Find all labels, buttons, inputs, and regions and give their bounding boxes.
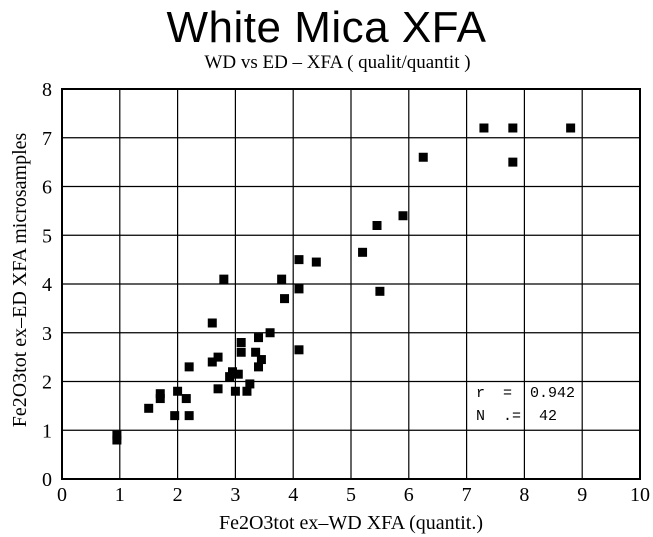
x-tick-label: 4 bbox=[288, 484, 298, 506]
data-point bbox=[508, 157, 518, 167]
data-point bbox=[294, 345, 304, 355]
y-tick-label: 0 bbox=[42, 469, 52, 491]
data-point bbox=[207, 357, 217, 367]
chart-subtitle: WD vs ED – XFA ( qualit/quantit ) bbox=[204, 52, 471, 73]
count-annotation: N .= 42 bbox=[476, 408, 557, 425]
x-tick-label: 9 bbox=[577, 484, 587, 506]
data-point bbox=[398, 211, 408, 221]
data-points bbox=[112, 123, 576, 445]
data-point bbox=[236, 338, 246, 347]
data-point bbox=[155, 389, 165, 399]
x-tick-label: 7 bbox=[462, 484, 472, 506]
x-tick-label: 10 bbox=[630, 484, 650, 506]
data-point bbox=[112, 430, 122, 440]
x-tick-label: 5 bbox=[346, 484, 356, 506]
y-tick-label: 4 bbox=[42, 274, 52, 296]
y-tick-label: 3 bbox=[42, 323, 52, 345]
data-point bbox=[418, 152, 428, 162]
data-point bbox=[566, 123, 576, 133]
data-point bbox=[173, 386, 183, 396]
y-tick-label: 1 bbox=[42, 420, 52, 442]
x-tick-label: 1 bbox=[115, 484, 125, 506]
x-tick-label: 2 bbox=[173, 484, 183, 506]
correlation-annotation: r = 0.942 bbox=[476, 385, 575, 402]
data-point bbox=[228, 367, 238, 377]
y-tick-label: 5 bbox=[42, 225, 52, 247]
data-point bbox=[479, 123, 489, 133]
data-point bbox=[155, 394, 165, 404]
data-point bbox=[508, 123, 518, 133]
x-axis-label: Fe2O3tot ex–WD XFA (quantit.) bbox=[219, 512, 483, 534]
plot-frame bbox=[61, 88, 641, 480]
data-point bbox=[233, 369, 243, 379]
data-point bbox=[184, 411, 194, 421]
data-point bbox=[280, 294, 290, 304]
data-point bbox=[277, 274, 287, 284]
y-tick-labels: 0 1 2 3 4 5 6 7 8 bbox=[42, 79, 52, 491]
data-point bbox=[213, 352, 223, 362]
data-point bbox=[294, 255, 304, 265]
data-point bbox=[265, 328, 275, 338]
data-point bbox=[112, 435, 122, 445]
data-point bbox=[358, 247, 368, 257]
data-point bbox=[170, 411, 180, 421]
data-point bbox=[181, 394, 191, 404]
chart-title: White Mica XFA bbox=[166, 3, 487, 52]
data-point bbox=[184, 362, 194, 372]
data-point bbox=[236, 347, 246, 357]
y-axis-label: Fe2O3tot ex–ED XFA microsamples bbox=[9, 132, 31, 427]
data-point bbox=[144, 403, 154, 413]
data-point bbox=[219, 274, 229, 284]
x-tick-labels: 0 1 2 3 4 5 6 7 8 9 10 bbox=[57, 484, 650, 506]
x-tick-label: 6 bbox=[404, 484, 414, 506]
y-tick-label: 7 bbox=[42, 128, 52, 150]
x-tick-label: 8 bbox=[519, 484, 529, 506]
y-tick-label: 6 bbox=[42, 177, 52, 199]
data-point bbox=[230, 386, 240, 396]
data-point bbox=[311, 257, 321, 267]
data-point bbox=[213, 384, 223, 394]
data-point bbox=[294, 284, 304, 294]
data-point bbox=[245, 379, 255, 389]
data-point bbox=[254, 333, 264, 343]
data-point bbox=[256, 355, 266, 365]
grid bbox=[62, 89, 640, 479]
data-point bbox=[242, 386, 252, 396]
data-point bbox=[225, 372, 235, 382]
x-tick-label: 3 bbox=[230, 484, 240, 506]
data-point bbox=[207, 318, 217, 328]
y-tick-label: 8 bbox=[42, 79, 52, 101]
data-point bbox=[375, 286, 385, 296]
data-point bbox=[372, 221, 382, 230]
data-point bbox=[251, 347, 261, 357]
data-point bbox=[254, 362, 264, 372]
y-tick-label: 2 bbox=[42, 372, 52, 394]
x-tick-label: 0 bbox=[57, 484, 67, 506]
